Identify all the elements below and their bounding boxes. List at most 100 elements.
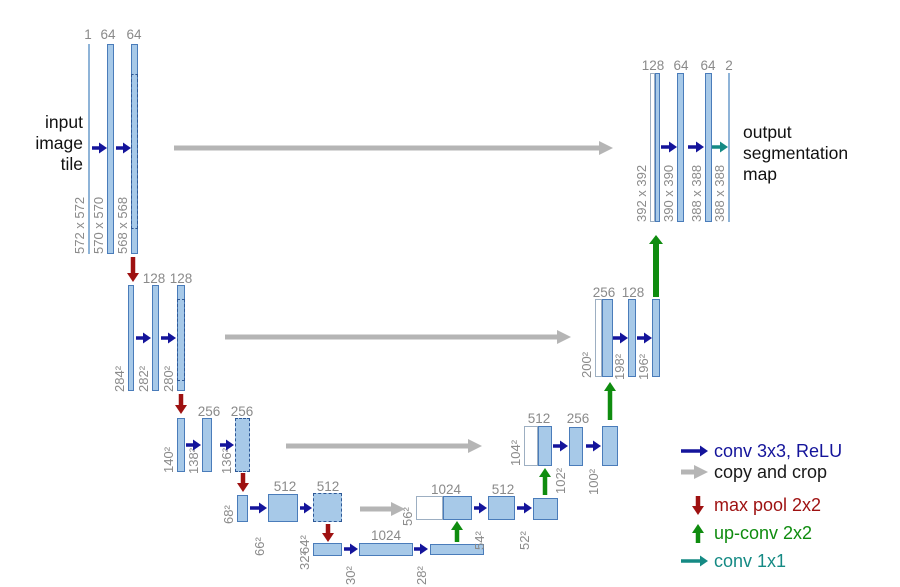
dimension-label: 104² [508,439,523,466]
legend-label-max-pool: max pool 2x2 [714,494,822,515]
dimension-label: 54² [472,531,487,550]
bar-dec4-upconv [443,496,472,520]
bar-out-upconv [655,73,660,222]
channel-count-label: 512 [491,482,515,497]
bar-dec4-copied [416,496,443,520]
dimension-label: 52² [517,531,532,550]
bar-enc2-conv1 [152,285,159,391]
conv3x3-arrow [637,332,652,344]
bar-enc3-pooled [177,418,185,472]
legend-label-conv3x3: conv 3x3, ReLU [714,440,843,461]
dimension-label: 66² [252,537,267,556]
bar-bottom-conv2 [430,544,484,555]
dimension-label: 30² [343,566,358,585]
bar-dec3-upconv [538,426,552,466]
conv3x3-arrow [688,141,704,153]
dimension-label: 570 x 570 [91,196,106,254]
dimension-label: 32² [297,551,312,570]
bar-bottom-pooled [313,543,342,556]
conv3x3-arrow-icon [678,439,710,463]
copy-crop-arrow-icon [678,460,710,484]
dimension-label: 102² [553,467,568,494]
channel-count-label: 2 [725,58,733,73]
dimension-label: 200² [579,351,594,378]
dimension-label: 138² [186,447,201,474]
conv3x3-arrow [414,543,428,555]
bar-dec3-conv2 [602,426,618,466]
conv3x3-arrow [344,543,358,555]
channel-count-label: 512 [316,479,340,494]
dimension-label: 568 x 568 [115,196,130,254]
channel-count-label: 64 [100,27,116,42]
bar-enc3-conv1 [202,418,212,472]
dimension-label: 140² [161,446,176,473]
bar-enc3-conv2 [235,418,250,472]
channel-count-label: 128 [142,271,166,286]
bar-input-1ch [88,44,90,254]
up-conv-arrow [604,382,616,420]
conv3x3-arrow [116,142,131,154]
channel-count-label: 1024 [430,482,462,497]
dimension-label: 388 x 388 [712,164,727,222]
dimension-label: 56² [400,507,415,526]
bar-dec2-conv1 [628,299,636,377]
dimension-label: 136² [219,447,234,474]
legend-label-copy-crop: copy and crop [714,461,828,482]
conv1x1-arrow [681,555,708,567]
bar-dec4-conv1 [488,496,515,520]
bar-enc2-conv2 [177,285,185,391]
output-segmentation-map-label: output segmentation map [743,122,893,185]
bar-dec4-conv2 [533,498,558,520]
dimension-label: 28² [414,566,429,585]
channel-count-label: 64 [126,27,142,42]
bar-enc4-conv1 [268,494,298,522]
max-pool-arrow-icon [678,493,710,517]
copy-crop-arrow [681,465,708,479]
input-label-line: tile [60,154,83,174]
max-pool-arrow [175,394,187,414]
bar-dec2-copied [595,299,602,377]
conv3x3-arrow [553,440,568,452]
copy-crop-arrow [360,502,405,516]
bar-out-conv1 [677,73,684,222]
conv3x3-arrow [661,141,677,153]
output-label-line: output [743,122,792,142]
output-label-line: map [743,164,778,184]
channel-count-label: 512 [273,479,297,494]
copy-crop-arrow [286,439,482,453]
conv3x3-arrow [300,502,312,514]
crop-region-overlay [131,74,138,229]
bar-enc4-pooled [237,495,248,522]
dimension-label: 68² [221,505,236,524]
up-conv-arrow [692,524,704,543]
copy-crop-arrow [225,330,571,344]
bar-out-copied [650,73,655,222]
channel-count-label: 256 [592,285,616,300]
legend-item-up-conv: up-conv 2x2 [678,521,812,545]
conv3x3-arrow [613,332,628,344]
bar-enc2-pooled [128,285,134,391]
channel-count-label: 256 [230,404,254,419]
channel-count-label: 128 [169,271,193,286]
max-pool-arrow [127,257,139,282]
channel-count-label: 256 [566,411,590,426]
input-label-line: input [45,112,83,132]
channel-count-label: 1 [84,27,92,42]
conv3x3-arrow [474,502,487,514]
dimension-label: 280² [161,365,176,392]
dimension-label: 100² [586,468,601,495]
input-label-line: image [35,133,83,153]
dimension-label: 196² [636,353,651,380]
conv3x3-arrow [92,142,107,154]
channel-count-label: 64 [700,58,716,73]
input-image-tile-label: input image tile [14,112,83,175]
bar-dec3-copied [524,426,538,466]
conv3x3-arrow [136,332,151,344]
channel-count-label: 64 [673,58,689,73]
up-conv-arrow [539,468,551,495]
bar-dec3-conv1 [569,427,583,466]
conv3x3-arrow [517,502,532,514]
dimension-label: 572 x 572 [72,196,87,254]
legend-item-max-pool: max pool 2x2 [678,493,821,517]
dimension-label: 392 x 392 [634,164,649,222]
